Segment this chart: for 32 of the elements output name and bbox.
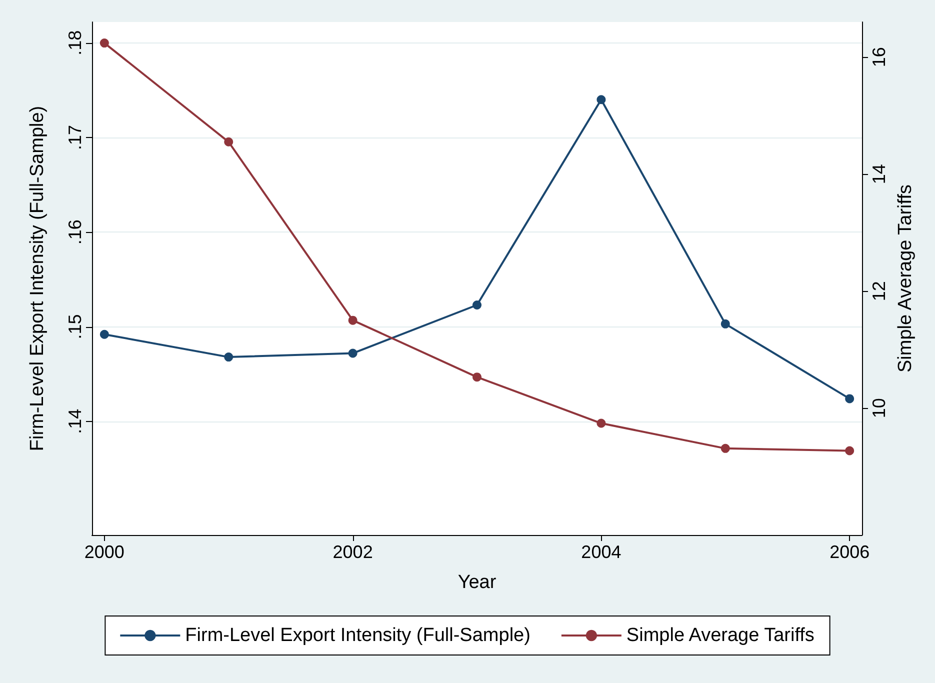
point [472, 372, 482, 382]
y-tick-label: .14 [65, 408, 85, 434]
point [720, 319, 730, 328]
point [348, 316, 358, 325]
x-tick-label: 2006 [830, 542, 870, 562]
x-tick-label: 2002 [332, 542, 373, 562]
y2-tick-label: 14 [869, 164, 889, 184]
point [224, 137, 234, 146]
point [472, 300, 482, 310]
point [100, 38, 109, 48]
point [720, 444, 730, 453]
point [845, 446, 854, 456]
y2-tick-label: 10 [869, 398, 889, 418]
y2-tick-label: 12 [869, 281, 889, 302]
point [596, 95, 606, 104]
point [224, 352, 234, 362]
legend-label: Firm-Level Export Intensity (Full-Sample) [185, 625, 530, 646]
x-tick-label: 2000 [84, 542, 124, 562]
x-tick-label: 2004 [581, 542, 622, 562]
y-tick-label: .17 [65, 124, 85, 150]
point [845, 394, 854, 404]
y2-axis-title: Simple Average Tariffs [894, 184, 916, 372]
x-axis-title: Year [458, 572, 497, 593]
y-tick-label: .18 [65, 30, 85, 56]
point [100, 330, 109, 339]
y-tick-label: .16 [65, 220, 85, 245]
point [596, 418, 606, 428]
y-tick-label: .15 [65, 314, 85, 340]
point [348, 348, 358, 358]
y-axis-title: Firm-Level Export Intensity (Full-Sample) [27, 106, 48, 452]
legend-label: Simple Average Tariffs [626, 625, 814, 646]
y2-tick-label: 16 [869, 47, 889, 68]
